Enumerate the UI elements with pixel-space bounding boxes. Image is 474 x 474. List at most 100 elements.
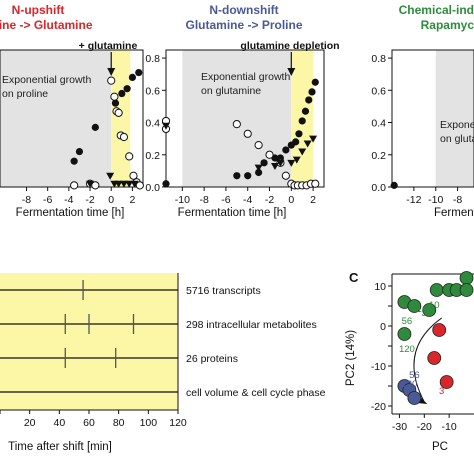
panel-a-right: Chemical-ind Rapamyc 0.00.20.40.60.8-12-… xyxy=(371,3,474,219)
x-tick-label: -10 xyxy=(175,194,190,206)
panel-a-mid-xaxis-label: Fermentation time [h] xyxy=(178,207,287,219)
pca-annotation: 14 xyxy=(417,304,428,315)
pca-annotation: 56 xyxy=(409,370,420,381)
y-tick-label: 0 xyxy=(380,321,386,333)
x-tick-label: -8 xyxy=(199,194,208,206)
panel-a-mid: N-downshift Glutamine -> Proline 0.00.20… xyxy=(145,3,339,219)
data-point-triangle xyxy=(125,180,134,188)
data-point-filled xyxy=(70,157,78,165)
data-point-filled xyxy=(260,159,268,167)
y-tick-label: 10 xyxy=(374,281,386,293)
pca-point-green xyxy=(429,283,444,297)
x-tick-label: 40 xyxy=(53,417,65,429)
y-tick-label: 0.2 xyxy=(371,150,386,162)
data-point-filled xyxy=(135,68,143,77)
y-tick-label: 0.2 xyxy=(145,150,160,162)
x-tick-label: 100 xyxy=(140,417,158,429)
panel-b: 20 40 60 80 100 120 5716 transcripts 298 intr… xyxy=(0,273,326,453)
panel-b-row-label-3: cell volume & cell cycle phase xyxy=(186,387,326,399)
x-tick-label: 2 xyxy=(310,194,316,206)
panel-a-left-title-line1: N-upshift xyxy=(12,3,65,17)
data-point-open xyxy=(70,181,79,190)
data-point-open xyxy=(129,171,138,180)
plot-frame xyxy=(391,49,474,188)
panel-a-right-title-line1: Chemical-ind xyxy=(399,3,474,17)
data-point-filled xyxy=(305,96,313,104)
data-point-filled xyxy=(255,168,263,177)
plot-a-right: 0.0 0.2 0.4 0.6 0.8 -12 -10 -8 xyxy=(371,49,474,206)
data-point-triangle xyxy=(276,159,285,167)
data-point-triangle xyxy=(86,180,95,188)
x-tick-label: 0 xyxy=(108,194,114,206)
data-point-filled xyxy=(301,107,310,115)
y-tick-label: 0.0 xyxy=(371,182,386,194)
data-point-filled xyxy=(75,147,84,156)
data-point-open xyxy=(91,181,100,190)
x-tick-label: -2 xyxy=(265,194,274,206)
data-point-filled xyxy=(295,130,303,138)
panel-a-left-bg-text-line1: Exponential growth xyxy=(2,74,91,86)
pca-point-blue xyxy=(407,391,422,405)
data-point-filled xyxy=(244,172,252,180)
panel-c-xlabel: PC xyxy=(432,441,448,453)
data-point-open xyxy=(107,76,116,85)
y-tick-label: 0.0 xyxy=(145,182,160,194)
pca-point-red xyxy=(427,351,442,365)
panel-a-left-xaxis-label: Fermentation time [h] xyxy=(16,207,125,219)
data-point-open xyxy=(243,129,252,138)
x-tick-label: -10 xyxy=(442,421,457,433)
pca-annotation: 3 xyxy=(439,386,444,397)
x-tick-label: -10 xyxy=(428,194,443,206)
x-tick-label: -6 xyxy=(43,194,52,206)
panel-b-row-label-1: 298 intracellular metabolites xyxy=(186,319,317,331)
panel-a-right-title-line2: Rapamyc xyxy=(421,18,474,32)
data-point-open xyxy=(135,181,144,190)
panel-a-left: N-upshift roline -> Glutamine -8 -6 -4 -2 0 2… xyxy=(0,3,144,219)
pca-point-green xyxy=(459,271,474,285)
x-tick-label: 2 xyxy=(129,194,135,206)
data-point-filled xyxy=(282,146,290,154)
data-point-open xyxy=(232,120,241,129)
pca-point-green xyxy=(459,283,474,297)
y-tick-label: 0.6 xyxy=(145,85,160,97)
panel-b-row-label-2: 26 proteins xyxy=(186,353,238,365)
data-point-triangle xyxy=(254,164,263,172)
shift-arrow-head xyxy=(287,68,296,76)
y-tick-label: 0.8 xyxy=(145,53,160,65)
y-tick-label: 0.8 xyxy=(371,53,386,65)
panel-a-mid-title-line2: Glutamine -> Proline xyxy=(185,18,302,32)
panel-a-right-bg-text-line2: on gluta xyxy=(440,133,474,145)
y-tick-label: 0.4 xyxy=(145,118,160,130)
data-point-open xyxy=(110,92,119,101)
plot-b-timeline: 20 40 60 80 100 120 xyxy=(0,273,187,429)
data-point-filled xyxy=(111,99,120,107)
data-point-triangle xyxy=(303,140,312,148)
shade-yellow xyxy=(111,50,131,187)
data-point-triangle xyxy=(298,148,307,156)
data-point-open xyxy=(254,140,263,150)
x-tick-label: -4 xyxy=(64,194,73,206)
x-tick-label: 20 xyxy=(24,417,36,429)
data-point-triangle xyxy=(309,135,318,143)
data-point-triangle xyxy=(287,159,296,167)
x-tick-label: -30 xyxy=(392,421,407,433)
data-point-open xyxy=(311,179,320,188)
x-tick-label: -4 xyxy=(243,194,252,206)
data-point-filled xyxy=(128,73,137,81)
y-tick-label: -20 xyxy=(371,401,386,413)
data-point-triangle xyxy=(162,122,170,130)
x-tick-label: -8 xyxy=(22,194,31,206)
y-tick-label: 0.4 xyxy=(371,118,386,130)
pca-point-green xyxy=(397,327,412,341)
pca-point-green xyxy=(422,303,437,317)
panel-a-left-shift-label: + glutamine xyxy=(79,40,138,52)
shade-grey xyxy=(0,50,112,187)
data-point-filled xyxy=(292,138,300,146)
panel-a-mid-bg-text-line1: Exponential growth xyxy=(201,71,290,83)
x-tick-label: 60 xyxy=(83,417,95,429)
x-tick-label: -12 xyxy=(406,194,421,206)
data-point-filled xyxy=(91,123,99,131)
x-tick-label: -2 xyxy=(85,194,94,206)
